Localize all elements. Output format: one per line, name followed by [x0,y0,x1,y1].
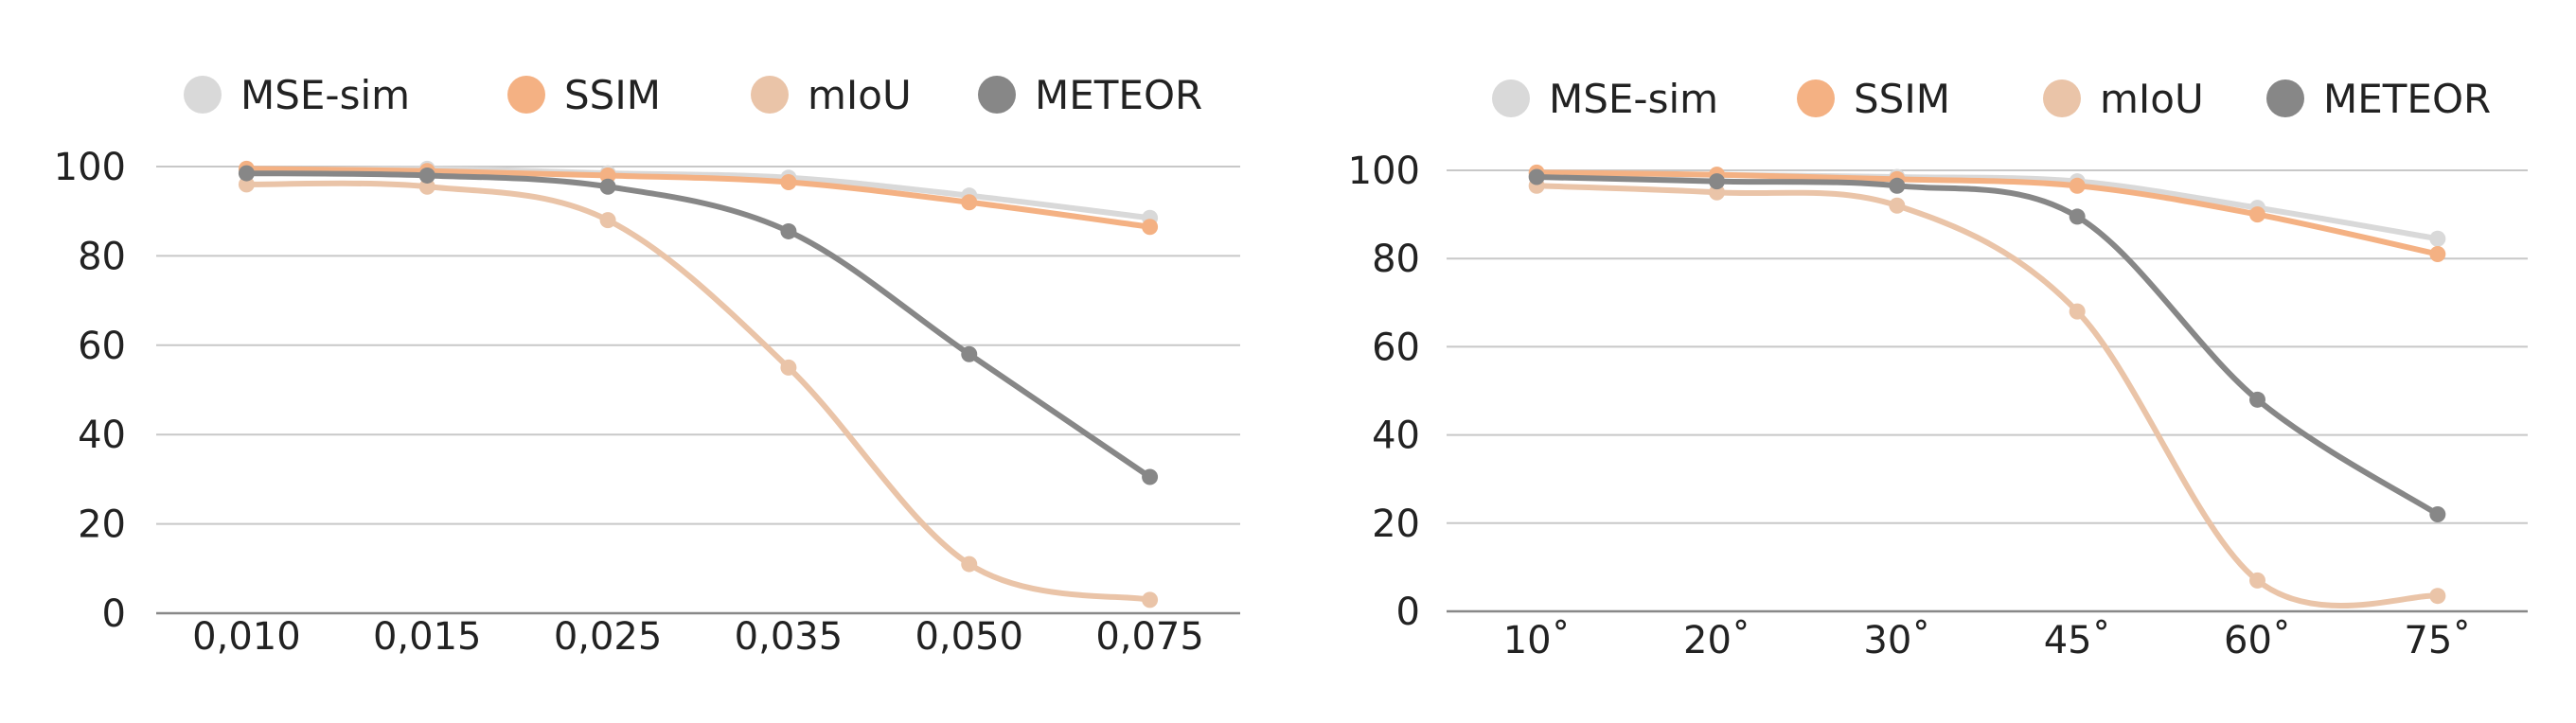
y-tick-label: 40 [1372,414,1420,458]
data-point-miou [1142,591,1159,608]
x-tick-label: 60˚ [2224,619,2291,662]
data-point-miou [2069,303,2086,320]
y-tick-label: 40 [78,414,126,457]
data-point-ssim [780,174,797,191]
legend-label: SSIM [1854,76,1950,122]
chart-right: 0 20 40 60 80 100 10˚ 20˚ 30˚ 45˚ 60˚ 75˚ MSE-sim SSI… [1348,76,2528,662]
data-point-miou [780,359,797,376]
y-tick-label: 80 [1372,238,1420,281]
data-point-meteor [2429,505,2446,522]
data-point-meteor [780,222,797,239]
data-point-meteor [238,165,255,182]
data-point-ssim [2429,246,2446,263]
legend-marker [751,76,789,114]
legend-label: mIoU [2100,76,2204,122]
x-tick-label: 20˚ [1683,619,1750,662]
data-point-ssim [961,194,978,211]
data-point-miou [961,555,978,573]
data-point-meteor [599,178,616,195]
series-line-meteor [1534,173,2441,518]
data-point-ssim [599,167,616,184]
data-point-ssim [2069,177,2086,194]
data-point-meteor [1709,173,1725,190]
y-tick-label: 80 [78,235,126,278]
x-tick-label: 0,035 [735,615,844,659]
x-tick-label: 75˚ [2404,619,2471,662]
data-point-miou [599,212,616,229]
x-tick-label: 0,015 [373,615,482,659]
x-tick-label: 10˚ [1503,619,1571,662]
x-tick-label: 30˚ [1863,619,1930,662]
y-tick-label: 60 [1372,326,1420,369]
x-tick-label: 0,010 [192,615,301,659]
data-point-miou [2249,572,2265,589]
legend-label: METEOR [1035,72,1202,118]
data-point-miou [418,178,435,195]
x-tick-label: 0,075 [1095,615,1204,659]
y-tick-label: 60 [78,325,126,368]
x-tick-label: 0,025 [554,615,663,659]
data-point-meteor [1889,177,1906,194]
data-point-ssim [1142,219,1159,236]
series-line-ssim [243,166,1153,230]
series-line-ssim [1534,169,2441,257]
data-point-miou [1889,197,1906,214]
legend-marker [2266,79,2304,117]
chart-left: 0 20 40 60 80 100 0,010 0,015 0,025 0,035 0,050 0,0… [54,72,1240,659]
y-tick-label: 0 [102,592,126,636]
legend-marker [2043,79,2081,117]
series-line-miou [243,180,1153,603]
series-line-mse-sim [1534,171,2441,242]
x-tick-label: 45˚ [2044,619,2111,662]
legend-label: mIoU [808,72,912,118]
data-point-miou [238,176,255,193]
legend-marker [978,76,1016,114]
legend-label: SSIM [564,72,661,118]
y-tick-label: 100 [1348,150,1420,193]
legend-marker [1492,79,1530,117]
data-point-ssim [2249,206,2265,223]
legend-label: MSE-sim [1549,76,1718,122]
data-point-meteor [418,167,435,184]
data-point-meteor [2249,391,2265,408]
y-tick-label: 100 [54,146,126,189]
legend-marker [1797,79,1835,117]
legend-marker [184,76,222,114]
y-tick-label: 20 [1372,503,1420,546]
legend-label: MSE-sim [240,72,410,118]
series-line-miou [1534,183,2441,608]
y-tick-label: 0 [1396,591,1420,634]
data-point-meteor [2069,208,2086,225]
data-point-miou [1709,184,1725,201]
legend-label: METEOR [2323,76,2491,122]
legend-marker [507,76,545,114]
data-point-meteor [1142,468,1159,485]
data-point-miou [2429,588,2446,605]
data-point-meteor [1528,168,1545,185]
data-point-mse-sim [2429,230,2446,247]
data-point-meteor [961,345,978,362]
series-line-meteor [243,170,1153,481]
y-tick-label: 20 [78,503,126,547]
x-tick-label: 0,050 [915,615,1023,659]
